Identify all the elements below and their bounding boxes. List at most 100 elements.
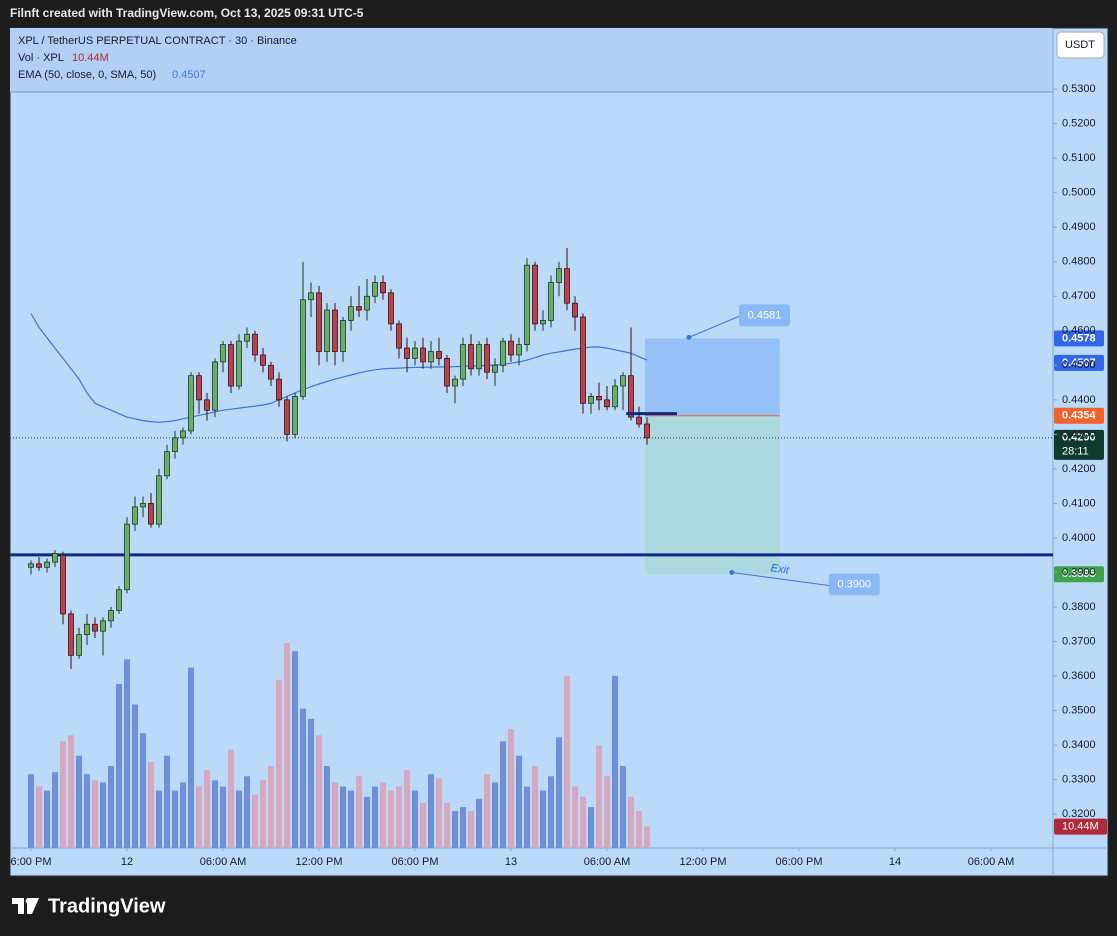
legend-strip [10,28,1053,92]
y-tick-label: 0.3400 [1062,739,1096,751]
volume-bar [36,786,42,848]
volume-bar [68,735,74,848]
volume-bar [468,811,474,848]
ema-line [30,313,648,423]
volume-bar [252,794,258,848]
candle-body [500,340,506,366]
candle-body [108,610,114,622]
candle-body [324,309,330,352]
candle-body [188,375,194,432]
y-tick-label: 0.3200 [1062,808,1096,820]
candle-body [276,378,282,401]
volume-bar [180,782,186,848]
volume-bar [316,735,322,848]
overlay: 0.4581 0.3900 Exit 0.4578 0.4507 0.4354 0.4290… [686,304,1107,835]
volume-bar [300,708,306,848]
x-tick-label: 06:00 PM [391,856,438,868]
volume-bar [572,786,578,848]
volume-bar [444,802,450,848]
y-tick-label: 0.4700 [1062,290,1096,302]
volume-bar [388,790,394,848]
price-badge-label: 0.3895 [1062,568,1096,580]
price-badge [1054,354,1104,371]
annotation-anchor [729,569,735,575]
price-badge-label: 0.4354 [1062,410,1097,422]
volume-bar [92,780,98,848]
y-tick-label: 0.4500 [1062,359,1096,371]
candle-body [628,375,634,418]
candle-body [356,306,362,311]
candle-body [452,378,458,387]
volume-bar [612,675,618,848]
currency-label[interactable]: USDT [1065,39,1095,51]
price-badge-label: 0.4290 [1062,432,1096,444]
ema-legend-name: EMA (50, close, 0, SMA, 50) [18,69,156,81]
candle-body [364,295,370,311]
volume-bar [508,729,514,848]
volume-bar [44,790,50,848]
candle-body [524,264,530,346]
candle-body [564,268,570,304]
volume-bar [396,786,402,848]
y-tick-label: 0.3900 [1062,566,1096,578]
brand-logo [12,898,39,914]
price-badge-label: 0.4507 [1062,357,1096,369]
annotation-box [739,304,790,327]
volume-bar [52,772,58,848]
candle-body [236,340,242,387]
logo-icon [12,898,39,914]
price-badge [1054,429,1104,460]
volume-bar [308,718,314,848]
volume-bar [60,741,66,848]
volume-bar [556,737,562,848]
currency-button[interactable] [1056,31,1105,59]
candle-body [476,344,482,370]
candle-body [404,347,410,359]
price-countdown: 28:11 [1062,446,1089,458]
position-target-zone [645,338,780,416]
volume-bar [604,776,610,848]
candle-body [268,364,274,380]
annotation-box [828,573,880,596]
candle-body [316,292,322,352]
candle-body [44,561,50,568]
annotation-anchor [686,334,692,340]
candle-body [540,320,546,325]
volume-bar [116,684,122,848]
volume-bar [332,782,338,848]
volume-bar [588,807,594,848]
plot [10,247,1053,848]
volume-bar [324,766,330,848]
x-tick-label: 06:00 AM [968,856,1014,868]
volume-bar [236,790,242,848]
candle-body [444,358,450,387]
candle-body [588,395,594,404]
candle-body [116,589,122,611]
candle-body [580,316,586,404]
volume-bar [532,766,538,848]
x-tick-label: 06:00 PM [775,856,822,868]
candle-body [260,354,266,366]
candle-body [548,282,554,321]
candle-body [484,344,490,373]
candle-body [420,347,426,363]
annotation-label: 0.3900 [837,578,871,590]
candle-body [516,344,522,356]
volume-bar [580,796,586,848]
volume-bar [484,774,490,848]
candle-body [220,344,226,363]
volume-bar [292,651,298,848]
volume-bar [284,643,290,848]
volume-bar [636,811,642,848]
volume-bar [620,766,626,848]
y-tick-label: 0.3600 [1062,670,1096,682]
price-badge [1054,566,1104,583]
volume-bar [260,780,266,848]
candle-body [388,292,394,325]
y-tick-label: 0.4800 [1062,256,1096,268]
volume-badge [1054,818,1107,835]
candle-body [76,634,82,656]
candle-body [68,613,74,656]
candle-body [172,437,178,453]
